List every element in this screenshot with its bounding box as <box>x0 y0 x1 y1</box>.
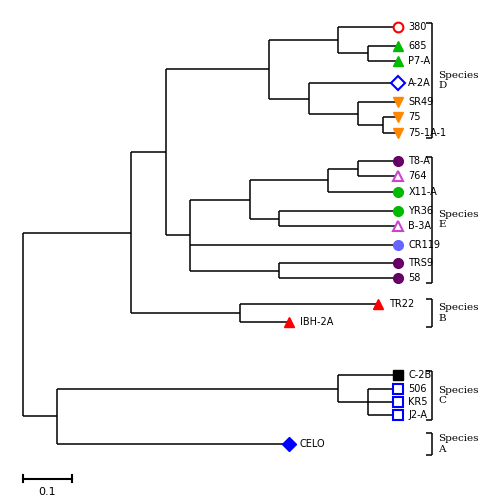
Text: Species
E: Species E <box>438 210 479 230</box>
Text: CR119: CR119 <box>408 240 441 250</box>
Text: 506: 506 <box>408 384 427 394</box>
Text: 0.1: 0.1 <box>38 486 56 496</box>
Text: KR5: KR5 <box>408 397 428 407</box>
Text: IBH-2A: IBH-2A <box>300 318 333 328</box>
Text: Species
C: Species C <box>438 386 479 405</box>
Text: A-2A: A-2A <box>408 78 431 88</box>
Text: J2-A: J2-A <box>408 410 427 420</box>
Text: 58: 58 <box>408 273 421 283</box>
Text: Species
A: Species A <box>438 434 479 454</box>
Text: YR36: YR36 <box>408 206 434 216</box>
Text: TRS9: TRS9 <box>408 258 434 268</box>
Text: 685: 685 <box>408 40 427 50</box>
Text: P7-A: P7-A <box>408 56 431 66</box>
Text: T8-A: T8-A <box>408 156 430 166</box>
Text: X11-A: X11-A <box>408 187 437 197</box>
Text: CELO: CELO <box>300 439 325 449</box>
Text: TR22: TR22 <box>389 299 414 309</box>
Text: C-2B: C-2B <box>408 370 432 380</box>
Text: SR49: SR49 <box>408 98 434 108</box>
Text: Species
D: Species D <box>438 70 479 90</box>
Text: B-3A: B-3A <box>408 222 432 232</box>
Text: 75-1A-1: 75-1A-1 <box>408 128 447 138</box>
Text: 380: 380 <box>408 22 427 32</box>
Text: 75: 75 <box>408 112 421 122</box>
Text: 764: 764 <box>408 172 427 181</box>
Text: Species
B: Species B <box>438 304 479 323</box>
